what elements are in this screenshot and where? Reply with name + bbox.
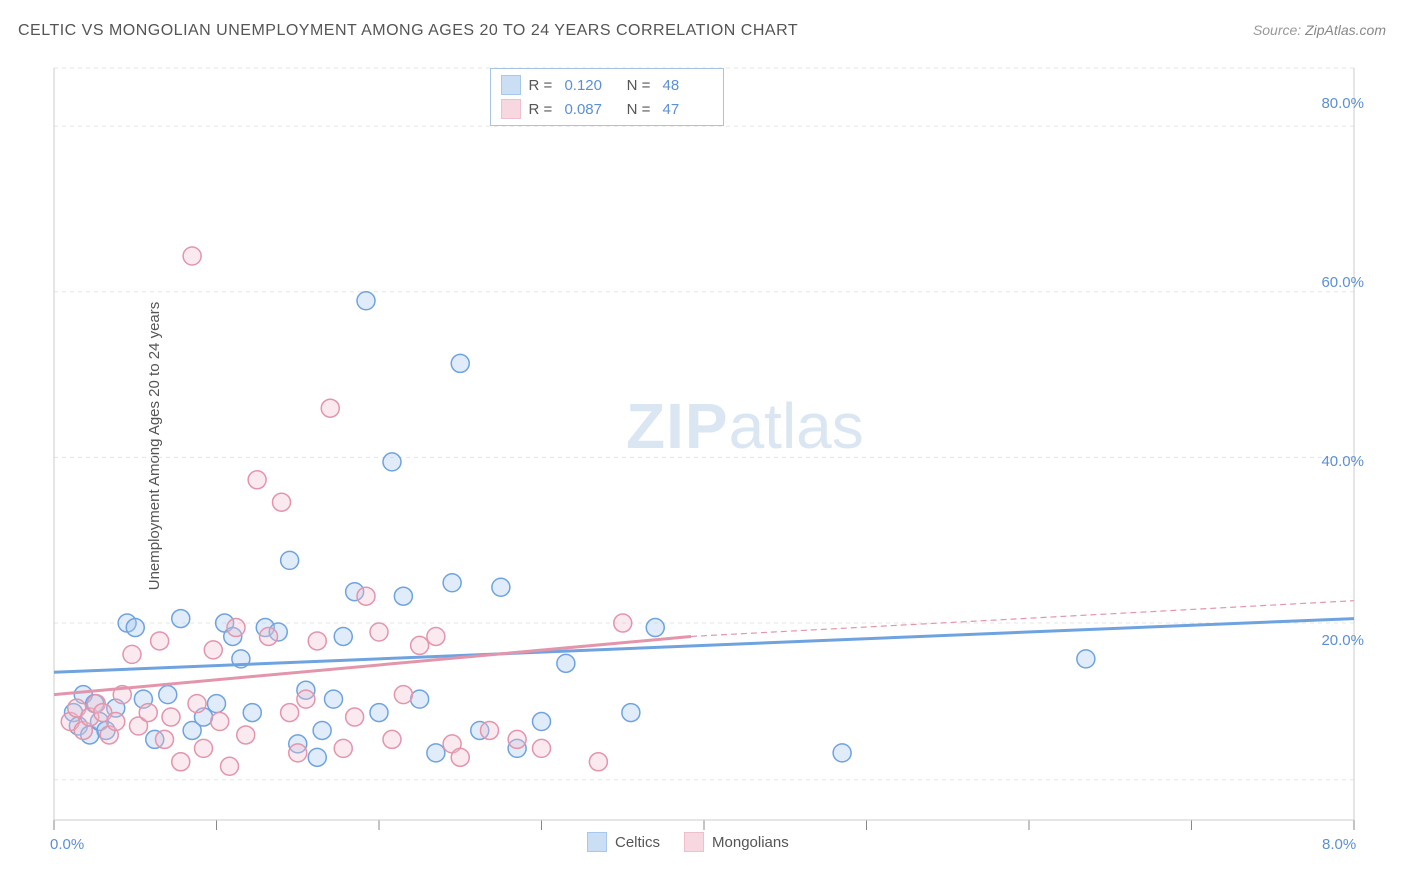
legend-item: Celtics: [587, 832, 660, 852]
r-label: R =: [529, 77, 557, 94]
x-tick-label: 8.0%: [1322, 836, 1356, 853]
legend-swatch: [587, 832, 607, 852]
n-label: N =: [622, 77, 654, 94]
legend-swatch: [684, 832, 704, 852]
y-tick-label: 80.0%: [1304, 95, 1364, 112]
y-tick-label: 40.0%: [1304, 453, 1364, 470]
legend-label: Mongolians: [712, 834, 789, 851]
n-label: N =: [622, 101, 654, 118]
r-label: R =: [529, 101, 557, 118]
legend-swatch: [501, 99, 521, 119]
legend-swatch: [501, 75, 521, 95]
legend-item: Mongolians: [684, 832, 789, 852]
legend-stats-row: R = 0.087 N = 47: [501, 97, 713, 121]
legend-label: Celtics: [615, 834, 660, 851]
y-tick-label: 60.0%: [1304, 274, 1364, 291]
r-value: 0.120: [564, 77, 614, 94]
source-attribution: Source: ZipAtlas.com: [1253, 22, 1386, 38]
r-value: 0.087: [564, 101, 614, 118]
source-value: ZipAtlas.com: [1305, 22, 1386, 38]
x-tick-label: 0.0%: [50, 836, 84, 853]
scatter-plot-svg: [50, 60, 1386, 842]
legend-stats-row: R = 0.120 N = 48: [501, 73, 713, 97]
n-value: 48: [663, 77, 713, 94]
chart-area: ZIPatlas R = 0.120 N = 48R = 0.087 N = 4…: [50, 60, 1386, 842]
legend-stats-box: R = 0.120 N = 48R = 0.087 N = 47: [490, 68, 724, 126]
y-tick-label: 20.0%: [1304, 632, 1364, 649]
legend-series: Celtics Mongolians: [587, 832, 789, 852]
source-label: Source:: [1253, 22, 1305, 38]
n-value: 47: [663, 101, 713, 118]
chart-title: CELTIC VS MONGOLIAN UNEMPLOYMENT AMONG A…: [18, 22, 798, 40]
